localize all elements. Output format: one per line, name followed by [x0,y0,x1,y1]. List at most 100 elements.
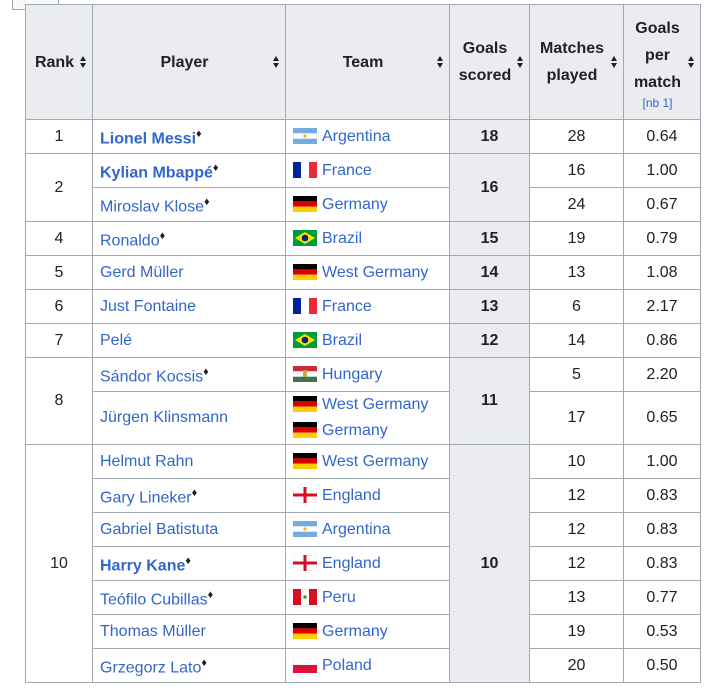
flag-icon [293,422,317,438]
player-cell: Sándor Kocsis♦ [92,357,286,392]
rank-cell: 10 [25,444,93,683]
player-link[interactable]: Jürgen Klinsmann [100,409,229,426]
column-header[interactable]: Team [285,4,450,120]
header-text: Goals scored [458,40,512,84]
sort-button[interactable] [273,56,280,68]
player-link[interactable]: Thomas Müller [100,622,206,640]
table-row: 7 Pelé Brazil 12 14 0.86 [25,323,701,358]
column-header[interactable]: Goals scored [449,4,530,120]
goals-per-match-cell: 0.79 [623,221,701,256]
rank-cell: 2 [25,153,93,222]
team-link[interactable]: France [322,161,372,179]
matches-cell: 5 [529,357,624,392]
player-cell: Thomas Müller [92,614,286,649]
player-link[interactable]: Sándor Kocsis [100,368,204,386]
matches-cell: 13 [529,580,624,615]
player-cell: Teófilo Cubillas♦ [92,580,286,615]
active-marker: ♦ [201,656,208,669]
goals-per-match-cell: 0.86 [623,323,701,358]
player-link[interactable]: Teófilo Cubillas [100,591,208,609]
goals-per-match-cell: 2.20 [623,357,701,392]
player-link[interactable]: Gerd Müller [100,263,184,281]
table-row: 4 Ronaldo♦ Brazil 15 19 0.79 [25,221,701,256]
team-link[interactable]: West Germany [322,263,429,281]
table-row: Teófilo Cubillas♦ Peru 13 0.77 [26,580,701,615]
player-cell: Jürgen Klinsmann [92,391,286,445]
matches-cell: 24 [529,187,624,222]
team-link[interactable]: West Germany [322,452,429,470]
team-link[interactable]: Germany [322,622,388,640]
goals-cell: 18 [449,119,530,154]
team-entry: Argentina [293,124,442,150]
team-link[interactable]: England [322,554,381,572]
active-marker: ♦ [204,195,210,208]
team-link[interactable]: France [322,297,372,315]
matches-cell: 6 [529,289,624,324]
table-row: 5 Gerd Müller West Germany 14 13 1.08 [25,255,701,290]
team-entry: Brazil [293,328,442,354]
team-entry: West Germany [293,260,442,286]
column-header[interactable]: Goals per match [nb 1] [623,4,701,120]
sort-button[interactable] [80,56,87,68]
player-cell: Harry Kane♦ [92,546,286,581]
flag-icon [293,365,317,382]
sort-button[interactable] [437,56,444,68]
team-link[interactable]: Argentina [322,520,391,538]
goals-per-match-cell: 1.00 [623,444,701,479]
active-marker: ♦ [203,365,209,378]
player-link[interactable]: Grzegorz Lato [100,659,202,677]
goals-per-match-cell: 0.67 [623,187,701,222]
player-link[interactable]: Lionel Messi [100,130,197,148]
player-link[interactable]: Ronaldo [100,232,160,250]
column-header[interactable]: Matches played [529,4,624,120]
goals-per-match-cell: 0.83 [623,512,701,547]
active-marker: ♦ [191,486,198,499]
team-link[interactable]: Peru [322,588,356,606]
flag-icon [293,396,317,412]
team-link[interactable]: Brazil [322,331,363,349]
team-link[interactable]: Germany [322,422,388,439]
team-link[interactable]: Hungary [322,365,383,383]
player-link[interactable]: Gabriel Batistuta [100,520,219,538]
column-header[interactable]: Rank [25,4,93,120]
player-link[interactable]: Pelé [100,331,133,349]
matches-cell: 20 [529,648,624,683]
team-link[interactable]: Argentina [322,127,391,145]
team-link[interactable]: West Germany [322,396,429,413]
matches-cell: 17 [529,391,624,445]
team-cell: West Germany [285,255,450,290]
goals-per-match-cell: 0.65 [623,391,701,445]
table-row: 8 Sándor Kocsis♦ Hungary 11 5 2.20 [25,357,701,445]
team-link[interactable]: Brazil [322,229,363,247]
sort-button[interactable] [517,56,524,68]
sort-button[interactable] [688,56,695,68]
table-row: Grzegorz Lato♦ Poland 20 0.50 [26,648,701,683]
player-link[interactable]: Harry Kane [100,557,186,575]
goals-per-match-cell: 1.00 [623,153,701,188]
player-cell: Kylian Mbappé♦ [92,153,286,188]
goals-per-match-cell: 0.83 [623,546,701,581]
column-header[interactable]: Player [92,4,286,120]
player-link[interactable]: Miroslav Klose [100,198,205,216]
rank-cell: 7 [25,323,93,358]
team-entry: France [293,294,442,320]
team-cell: France [285,289,450,324]
team-entry: England [292,483,442,509]
footnote-link[interactable]: [nb 1] [642,95,673,110]
player-link[interactable]: Just Fontaine [100,297,197,315]
header-text: Rank [34,53,75,71]
team-link[interactable]: Germany [322,195,388,213]
sort-button[interactable] [611,56,618,68]
matches-cell: 19 [529,614,624,649]
matches-cell: 12 [529,478,624,513]
player-cell: Helmut Rahn [92,444,286,479]
player-link[interactable]: Gary Lineker [100,489,192,507]
player-link[interactable]: Helmut Rahn [100,452,194,470]
team-entry: Argentina [293,517,442,543]
team-cell: West Germany [285,444,450,479]
team-link[interactable]: Poland [322,656,372,674]
player-cell: Lionel Messi♦ [92,119,286,154]
player-link[interactable]: Kylian Mbappé [100,164,213,182]
team-link[interactable]: England [322,486,381,504]
